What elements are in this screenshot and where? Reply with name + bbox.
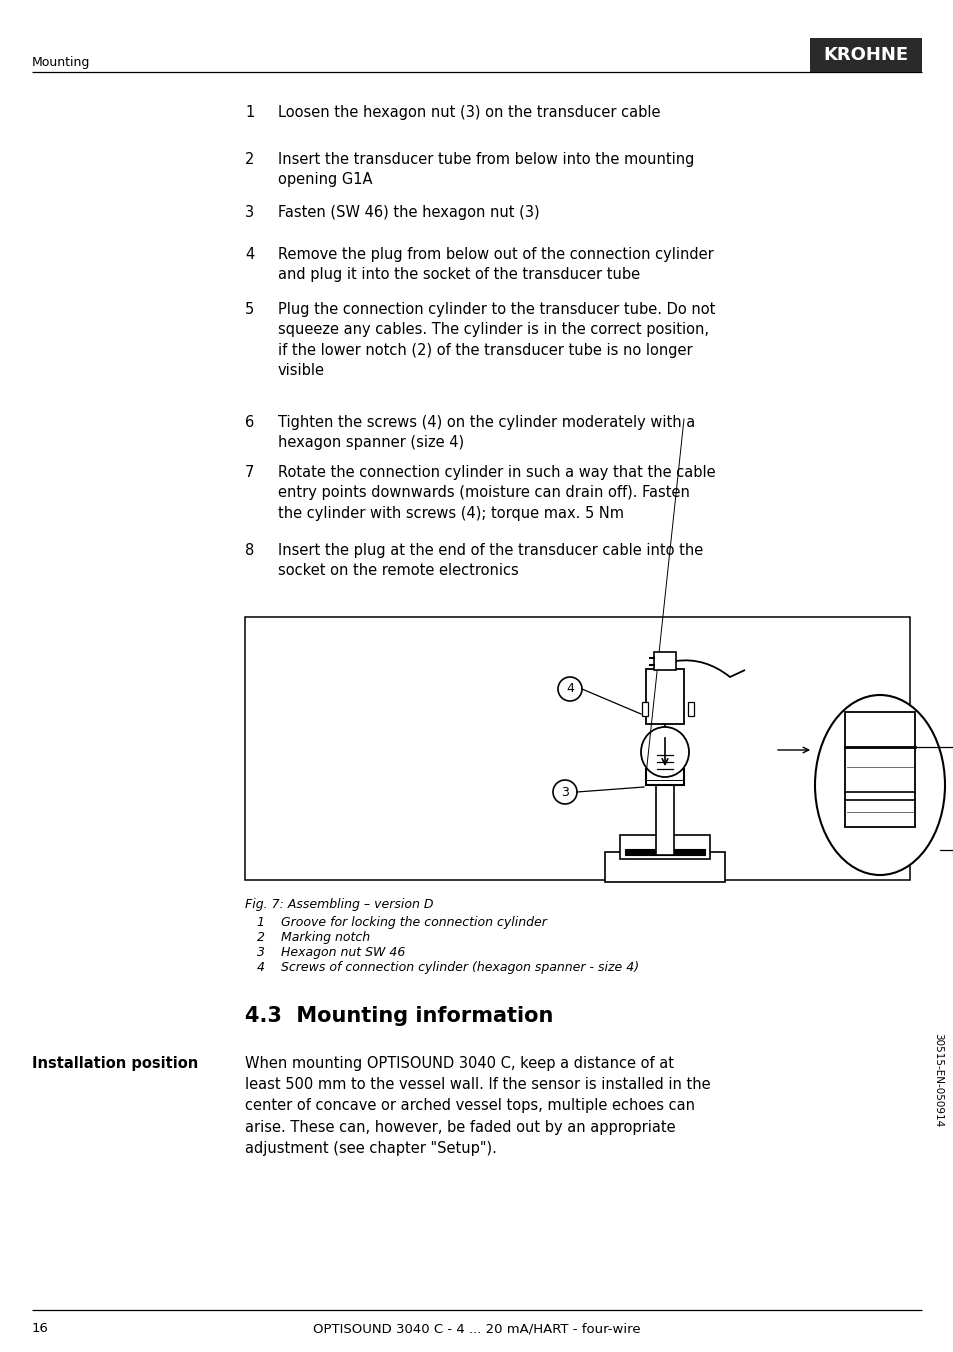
- Ellipse shape: [814, 695, 944, 875]
- Bar: [809, 38, 921, 72]
- Ellipse shape: [640, 727, 688, 777]
- Text: Plug the connection cylinder to the transducer tube. Do not
squeeze any cables. : Plug the connection cylinder to the tran…: [277, 301, 715, 379]
- Text: 4: 4: [245, 247, 254, 262]
- Text: 1    Groove for locking the connection cylinder: 1 Groove for locking the connection cyli…: [256, 917, 546, 929]
- Text: 4: 4: [565, 683, 574, 695]
- Text: 30515-EN-050914: 30515-EN-050914: [932, 1033, 942, 1128]
- Text: KROHNE: KROHNE: [822, 46, 907, 64]
- Text: 4.3  Mounting information: 4.3 Mounting information: [245, 1006, 553, 1026]
- Bar: [619, 836, 709, 859]
- Bar: [656, 748, 673, 854]
- Text: Fig. 7: Assembling – version D: Fig. 7: Assembling – version D: [245, 898, 433, 911]
- Bar: [641, 702, 647, 717]
- Text: Fasten (SW 46) the hexagon nut (3): Fasten (SW 46) the hexagon nut (3): [277, 206, 539, 220]
- Text: Loosen the hexagon nut (3) on the transducer cable: Loosen the hexagon nut (3) on the transd…: [277, 105, 659, 120]
- Bar: [844, 713, 914, 827]
- Text: 16: 16: [32, 1322, 49, 1334]
- Bar: [687, 702, 693, 717]
- Bar: [624, 849, 704, 854]
- Text: 1: 1: [245, 105, 254, 120]
- Text: Installation position: Installation position: [32, 1056, 198, 1071]
- Text: Insert the plug at the end of the transducer cable into the
socket on the remote: Insert the plug at the end of the transd…: [277, 544, 702, 579]
- Text: 8: 8: [245, 544, 254, 558]
- Text: Tighten the screws (4) on the cylinder moderately with a
hexagon spanner (size 4: Tighten the screws (4) on the cylinder m…: [277, 415, 695, 450]
- Text: 3    Hexagon nut SW 46: 3 Hexagon nut SW 46: [256, 946, 405, 959]
- Text: Mounting: Mounting: [32, 55, 91, 69]
- Text: 2    Marking notch: 2 Marking notch: [256, 932, 370, 944]
- Text: When mounting OPTISOUND 3040 C, keep a distance of at
least 500 mm to the vessel: When mounting OPTISOUND 3040 C, keep a d…: [245, 1056, 710, 1156]
- Text: 3: 3: [560, 786, 568, 799]
- Text: 7: 7: [245, 465, 254, 480]
- Text: OPTISOUND 3040 C - 4 ... 20 mA/HART - four-wire: OPTISOUND 3040 C - 4 ... 20 mA/HART - fo…: [313, 1322, 640, 1334]
- Text: 5: 5: [245, 301, 254, 316]
- Bar: [654, 652, 676, 671]
- Text: Rotate the connection cylinder in such a way that the cable
entry points downwar: Rotate the connection cylinder in such a…: [277, 465, 715, 521]
- Text: 4    Screws of connection cylinder (hexagon spanner - size 4): 4 Screws of connection cylinder (hexagon…: [256, 961, 639, 973]
- Bar: [645, 769, 683, 786]
- Text: 2: 2: [245, 151, 254, 168]
- Text: Insert the transducer tube from below into the mounting
opening G1A: Insert the transducer tube from below in…: [277, 151, 694, 188]
- Bar: [604, 852, 724, 882]
- Text: 6: 6: [245, 415, 254, 430]
- Text: Remove the plug from below out of the connection cylinder
and plug it into the s: Remove the plug from below out of the co…: [277, 247, 713, 283]
- Bar: [245, 617, 909, 880]
- Text: 3: 3: [245, 206, 253, 220]
- Bar: [645, 669, 683, 725]
